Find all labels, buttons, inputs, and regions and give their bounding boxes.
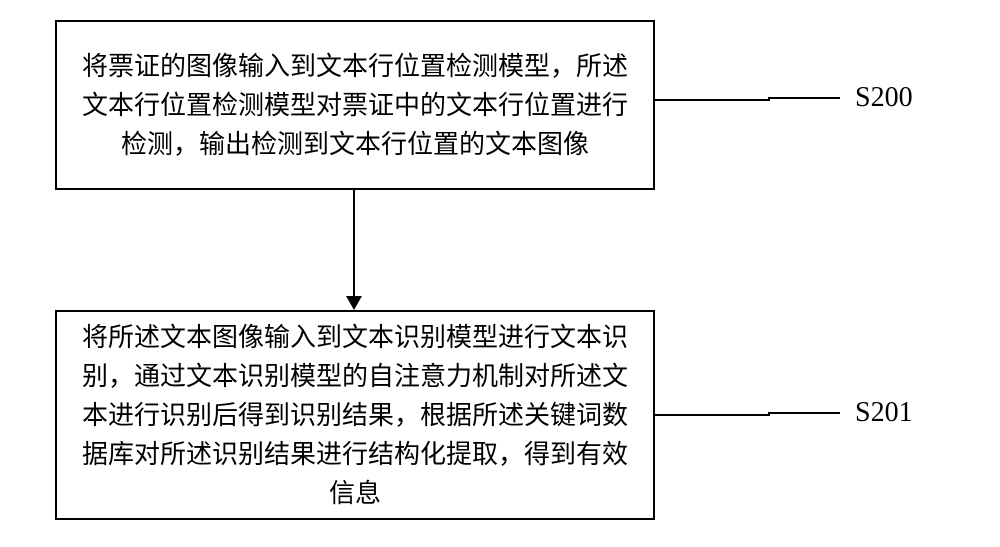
leader-line [768, 412, 770, 416]
leader-line [768, 412, 840, 414]
leader-line [768, 97, 840, 99]
leader-line [655, 99, 770, 101]
leader-line [655, 414, 770, 416]
flowchart-step-box: 将所述文本图像输入到文本识别模型进行文本识别，通过文本识别模型的自注意力机制对所… [55, 310, 655, 520]
step-2-text: 将所述文本图像输入到文本识别模型进行文本识别，通过文本识别模型的自注意力机制对所… [77, 318, 633, 513]
step-label-s201: S201 [855, 397, 913, 429]
arrow-down-icon [346, 296, 362, 310]
connector-line [353, 190, 355, 296]
leader-line [768, 97, 770, 101]
flowchart-step-box: 将票证的图像输入到文本行位置检测模型，所述文本行位置检测模型对票证中的文本行位置… [55, 20, 655, 190]
step-label-s200: S200 [855, 82, 913, 114]
step-1-text: 将票证的图像输入到文本行位置检测模型，所述文本行位置检测模型对票证中的文本行位置… [77, 47, 633, 164]
